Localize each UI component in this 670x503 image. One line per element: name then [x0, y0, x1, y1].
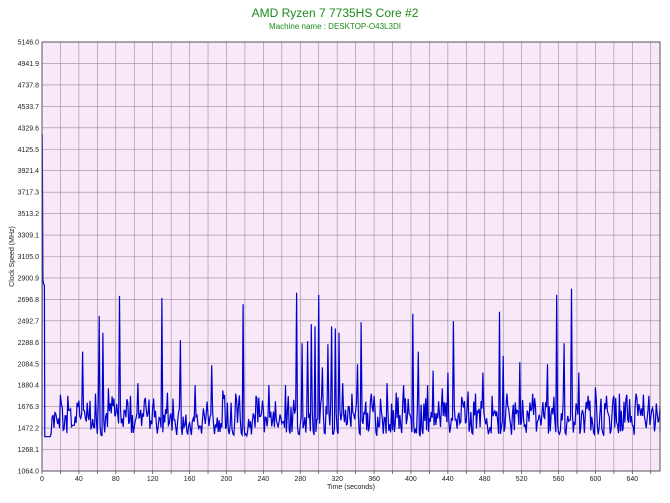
x-tick-label: 440 — [442, 476, 454, 483]
y-tick-label: 2696.8 — [18, 297, 40, 304]
y-tick-label: 3105.0 — [18, 254, 40, 261]
x-tick-label: 280 — [294, 476, 306, 483]
x-tick-label: 640 — [626, 476, 638, 483]
y-tick-label: 3921.4 — [18, 168, 40, 175]
chart-title: AMD Ryzen 7 7735HS Core #2 — [251, 6, 419, 20]
x-tick-label: 0 — [40, 476, 44, 483]
y-tick-label: 1880.4 — [18, 383, 40, 390]
x-tick-label: 40 — [75, 476, 83, 483]
x-tick-label: 120 — [147, 476, 159, 483]
plot-frame — [41, 41, 661, 472]
y-tick-label: 5146.0 — [18, 40, 40, 47]
y-tick-label: 3717.3 — [18, 190, 40, 197]
x-tick-label: 360 — [368, 476, 380, 483]
y-tick-label: 2084.5 — [18, 361, 40, 368]
y-tick-label: 1268.1 — [18, 447, 40, 454]
series-line — [41, 134, 661, 438]
y-tick-label: 1676.3 — [18, 404, 40, 411]
y-tick-label: 4125.5 — [18, 147, 40, 154]
y-tick-label: 3309.1 — [18, 233, 40, 240]
x-axis-label: Time (seconds) — [327, 484, 375, 491]
y-tick-label: 1472.2 — [18, 426, 40, 433]
y-tick-label: 3513.2 — [18, 211, 40, 218]
x-tick-label: 480 — [479, 476, 491, 483]
x-axis-ticks: 0 40 80 120 160 200 240 280 320 360 400 440 480 520 56… — [40, 471, 652, 483]
x-tick-label: 160 — [184, 476, 196, 483]
y-tick-label: 1064.0 — [18, 469, 40, 476]
y-tick-label: 4329.6 — [18, 125, 40, 132]
y-tick-label: 2492.7 — [18, 318, 40, 325]
x-tick-label: 520 — [516, 476, 528, 483]
x-tick-label: 80 — [112, 476, 120, 483]
y-axis-label: Clock Speed (MHz) — [9, 226, 16, 287]
y-tick-label: 4533.7 — [18, 104, 40, 111]
y-tick-label: 2288.6 — [18, 340, 40, 347]
x-tick-label: 240 — [258, 476, 270, 483]
y-tick-label: 2900.9 — [18, 275, 40, 282]
x-tick-label: 200 — [221, 476, 233, 483]
x-tick-label: 320 — [331, 476, 343, 483]
y-axis-ticks: 1064.0 1268.1 1472.2 1676.3 1880.4 2084.5 2288… — [18, 40, 40, 476]
y-tick-label: 4737.8 — [18, 82, 40, 89]
y-tick-label: 4941.9 — [18, 61, 40, 68]
x-tick-label: 400 — [405, 476, 417, 483]
chart-subtitle: Machine name : DESKTOP-O43L3DI — [269, 22, 401, 31]
x-tick-label: 560 — [553, 476, 565, 483]
x-tick-label: 600 — [590, 476, 602, 483]
